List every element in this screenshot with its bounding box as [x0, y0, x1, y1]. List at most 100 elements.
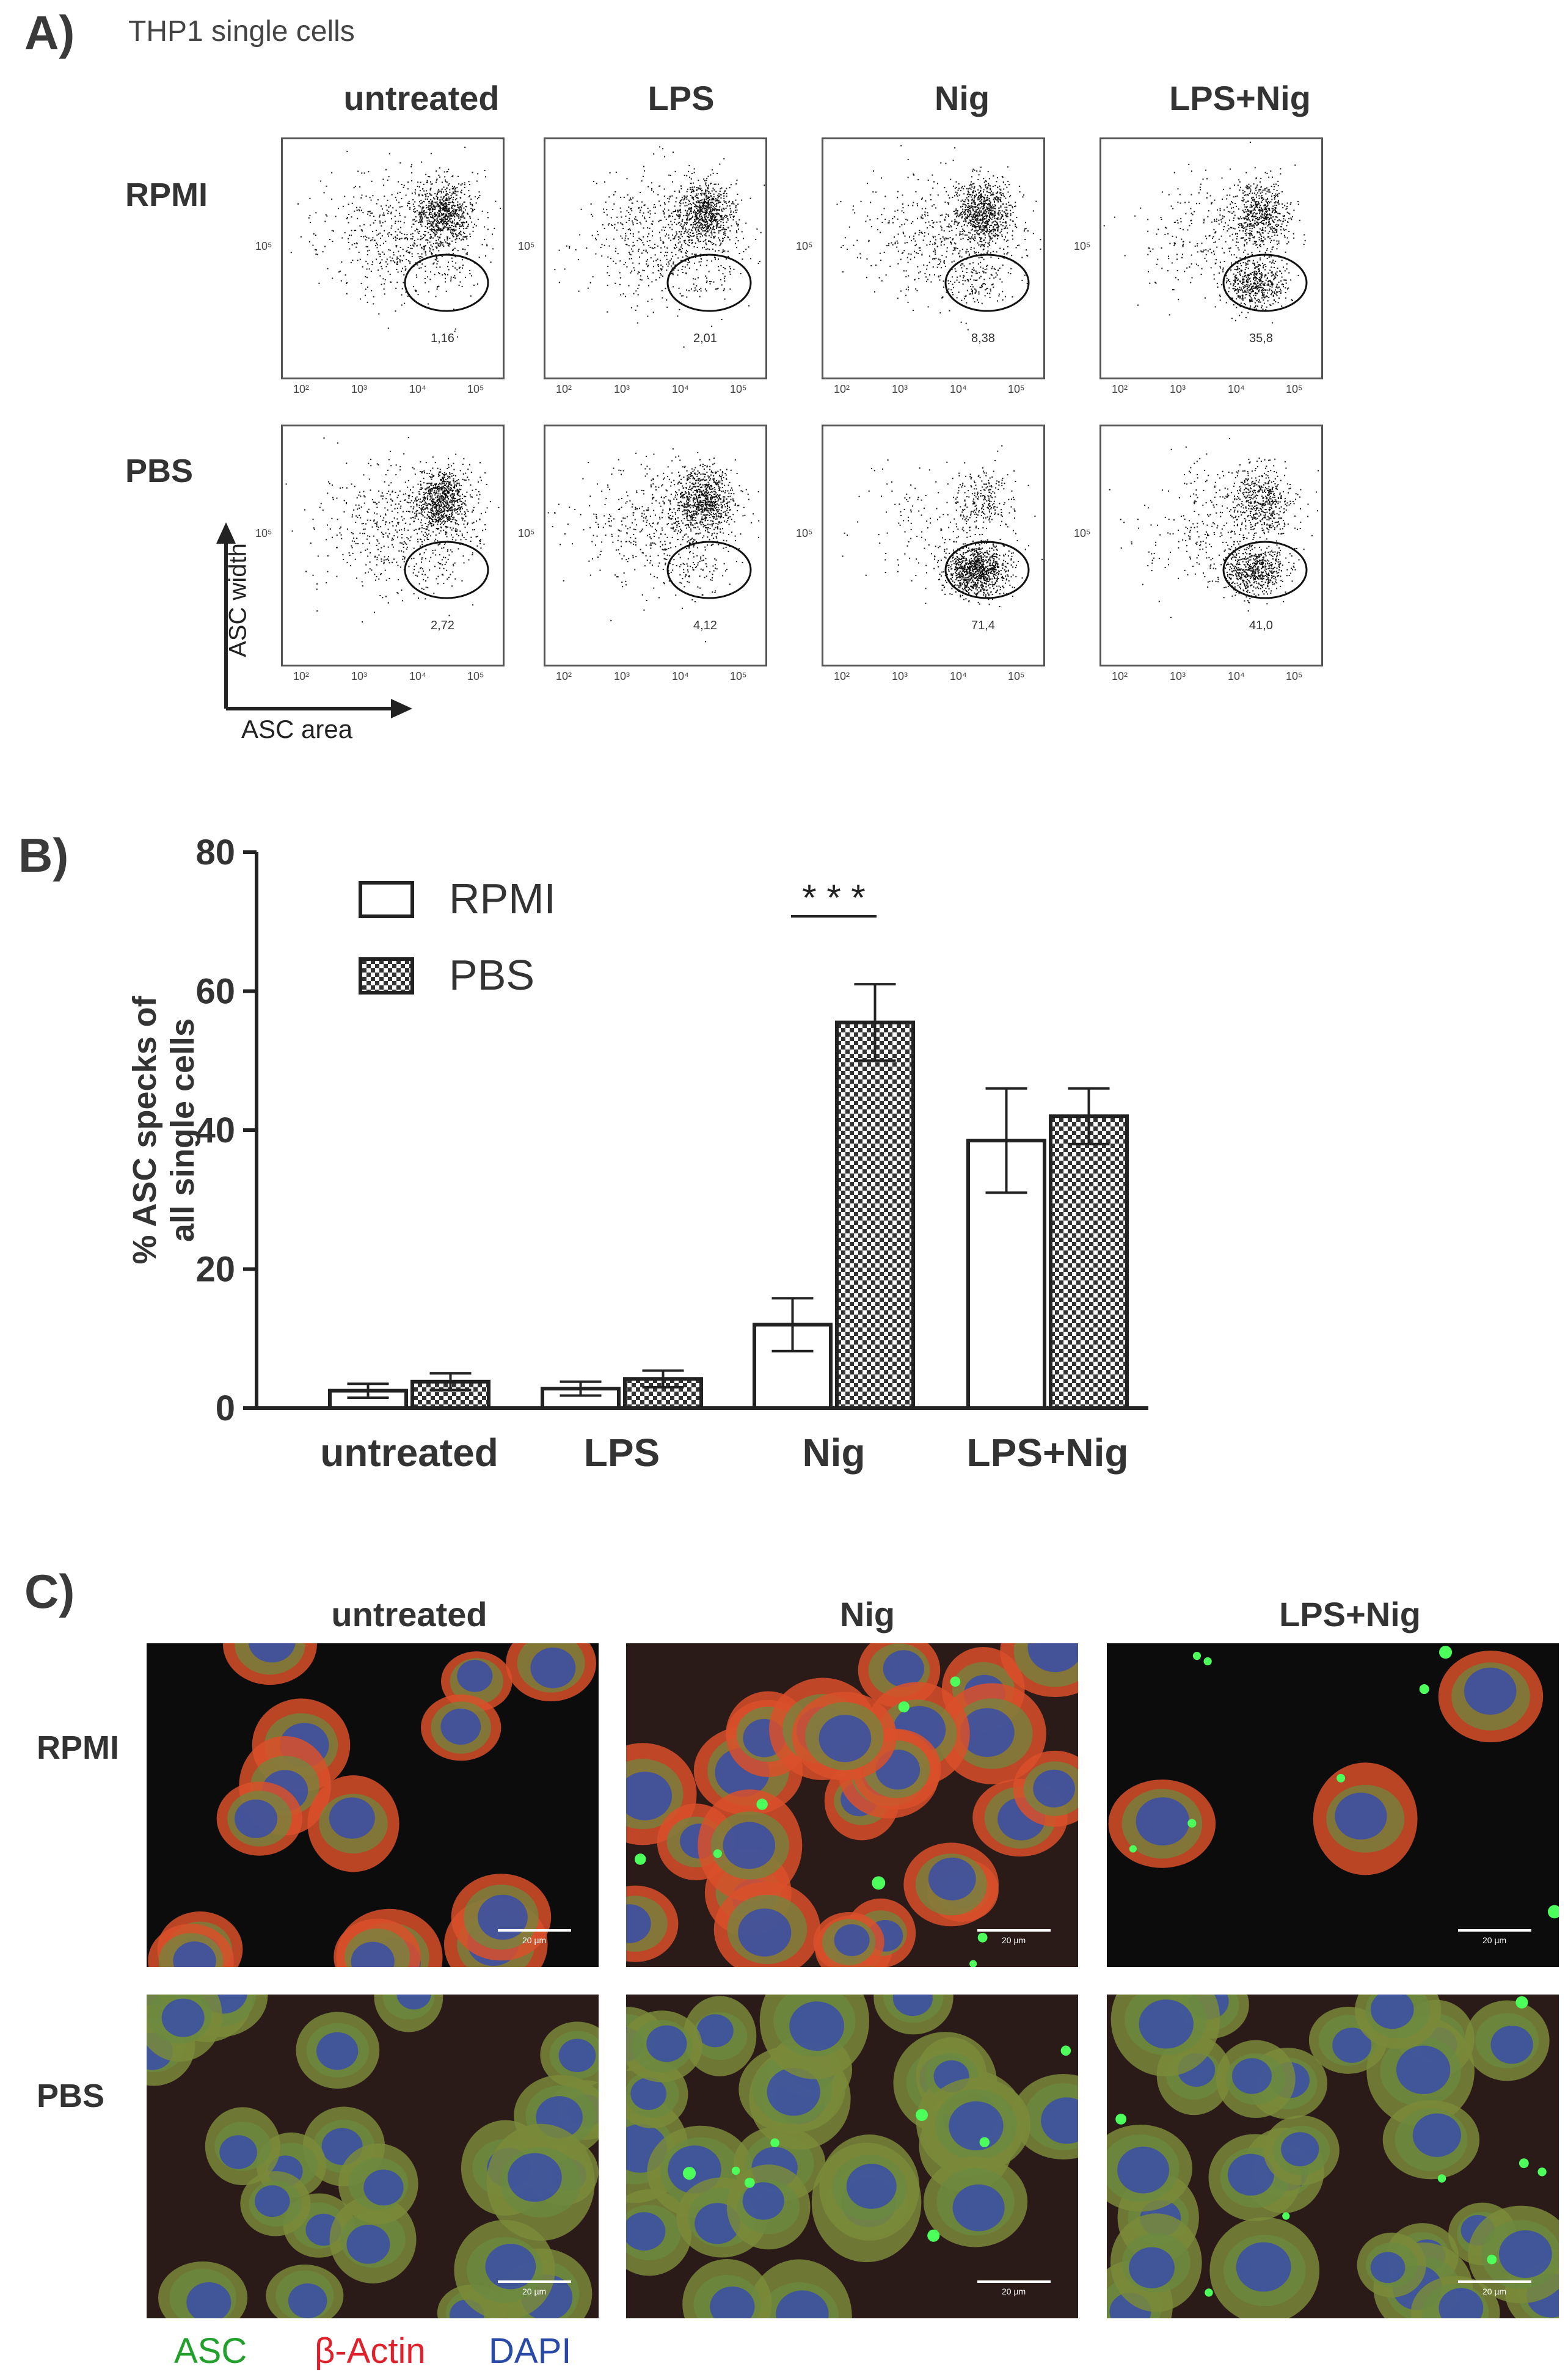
c-col-head-untreated: untreated: [331, 1595, 487, 1634]
flow-plot: [281, 137, 505, 379]
y-tick-label: 20: [195, 1250, 235, 1290]
y-tick-label: 10⁵: [1074, 527, 1091, 539]
axis-arrows: [216, 522, 412, 718]
col-head-lps: LPS: [647, 79, 715, 117]
x-tick-label: 10²: [1112, 670, 1128, 682]
x-tick-label: 10³: [351, 670, 368, 682]
x-tick-label: 10²: [556, 383, 572, 395]
bar-pbs-lps-nig: [1049, 1114, 1129, 1410]
x-tick-label: 10²: [293, 670, 310, 682]
x-tick-label: 10⁴: [950, 670, 967, 682]
scale-bar-label: 20 µm: [522, 2287, 547, 2296]
flow-plot: [822, 425, 1045, 666]
bar-rpmi-lps-nig: [966, 1139, 1046, 1410]
panel-a-letter: A): [24, 5, 75, 59]
x-tick-label: 10³: [614, 383, 630, 395]
row-head-rpmi: RPMI: [125, 177, 208, 213]
row-head-pbs: PBS: [125, 453, 194, 489]
flow-plot: [1099, 425, 1323, 666]
legend-label-pbs: PBS: [449, 951, 534, 999]
axis-label-asc-width: ASC width: [224, 543, 252, 657]
x-category-label: untreated: [320, 1431, 498, 1475]
x-tick-label: 10³: [1170, 383, 1186, 395]
bar-pbs-nig: [835, 1020, 915, 1410]
error-bar: [854, 983, 896, 1062]
flow-plot: [544, 137, 767, 379]
x-tick-label: 10⁵: [467, 383, 484, 395]
x-tick-label: 10⁴: [950, 383, 967, 395]
y-tick-label: 10⁵: [255, 527, 272, 539]
gate-percentage: 35,8: [1249, 332, 1273, 345]
gate-percentage: 1,16: [431, 332, 454, 345]
error-bar: [985, 1087, 1027, 1194]
scale-bar-label: 20 µm: [522, 1935, 547, 1945]
significance-stars: * * *: [802, 877, 865, 918]
error-bar: [771, 1297, 814, 1352]
scale-bar-label: 20 µm: [1002, 2287, 1026, 2296]
x-tick-label: 10⁵: [1286, 383, 1303, 395]
x-tick-label: 10³: [614, 670, 630, 682]
legend-dapi: DAPI: [489, 2331, 572, 2371]
error-bar: [642, 1369, 684, 1389]
y-tick-label: 60: [195, 972, 235, 1012]
x-tick-label: 10⁵: [730, 670, 747, 682]
scale-bar-label: 20 µm: [1002, 1935, 1026, 1945]
x-tick-label: 10⁴: [1228, 670, 1245, 682]
x-tick-label: 10⁴: [672, 670, 689, 682]
c-row-head-rpmi: RPMI: [37, 1729, 119, 1766]
micrograph-pbs-lps-nig: [1107, 1995, 1559, 2318]
error-bar: [560, 1380, 602, 1397]
x-tick-label: 10⁴: [409, 670, 426, 682]
x-tick-label: 10⁵: [1286, 670, 1303, 682]
panel-c-letter: C): [24, 1564, 75, 1618]
x-tick-label: 10²: [556, 670, 572, 682]
x-tick-label: 10⁴: [1228, 383, 1245, 395]
y-tick-label: 10⁵: [1074, 240, 1091, 252]
x-category-label: LPS: [584, 1431, 660, 1475]
y-tick-label: 0: [216, 1389, 235, 1428]
gate-percentage: 4,12: [693, 619, 717, 632]
gate-percentage: 2,72: [431, 619, 454, 632]
y-axis-label: % ASC specks ofall single cells: [126, 995, 201, 1264]
c-row-head-pbs: PBS: [37, 2078, 105, 2114]
x-tick-label: 10²: [834, 383, 850, 395]
legend-asc: ASC: [174, 2331, 247, 2371]
c-col-head-nig: Nig: [839, 1595, 895, 1634]
x-tick-label: 10⁵: [467, 670, 484, 682]
micrograph-pbs-untreated: [147, 1995, 599, 2318]
y-tick-label: 80: [195, 833, 235, 872]
flow-plot: [544, 425, 767, 666]
x-tick-label: 10³: [892, 670, 908, 682]
col-head-lpsnig: LPS+Nig: [1169, 79, 1311, 117]
legend-beta-actin: β-Actin: [315, 2331, 426, 2371]
x-tick-label: 10³: [892, 383, 908, 395]
error-bar: [1068, 1087, 1110, 1145]
x-tick-label: 10²: [293, 383, 310, 395]
error-bar: [347, 1382, 389, 1399]
flow-plot: [822, 137, 1045, 379]
y-tick-label: 10⁵: [518, 240, 535, 252]
micrograph-rpmi-nig: [626, 1643, 1078, 1967]
legend-label-rpmi: RPMI: [449, 875, 556, 922]
y-tick-label: 40: [195, 1111, 235, 1150]
bar-pbs-untreated: [410, 1379, 490, 1411]
x-category-label: LPS+Nig: [967, 1431, 1129, 1475]
c-col-head-lpsnig: LPS+Nig: [1279, 1595, 1421, 1634]
col-head-nig: Nig: [934, 79, 990, 117]
axis-label-asc-area: ASC area: [241, 715, 353, 743]
scale-bar-label: 20 µm: [1482, 1935, 1507, 1945]
panel-a-subtitle: THP1 single cells: [128, 15, 355, 48]
x-tick-label: 10⁴: [409, 383, 426, 395]
flow-plot: [1099, 137, 1323, 379]
y-tick-label: 10⁵: [518, 527, 535, 539]
error-bar: [429, 1372, 472, 1392]
x-tick-label: 10²: [834, 670, 850, 682]
gate-percentage: 41,0: [1249, 619, 1273, 632]
y-tick-label: 10⁵: [796, 240, 813, 252]
panel-b-letter: B): [18, 828, 69, 882]
gate-percentage: 2,01: [693, 332, 717, 345]
flow-plot: [281, 425, 505, 666]
y-tick-label: 10⁵: [796, 527, 813, 539]
x-tick-label: 10⁴: [672, 383, 689, 395]
micrograph-pbs-nig: [626, 1995, 1078, 2318]
